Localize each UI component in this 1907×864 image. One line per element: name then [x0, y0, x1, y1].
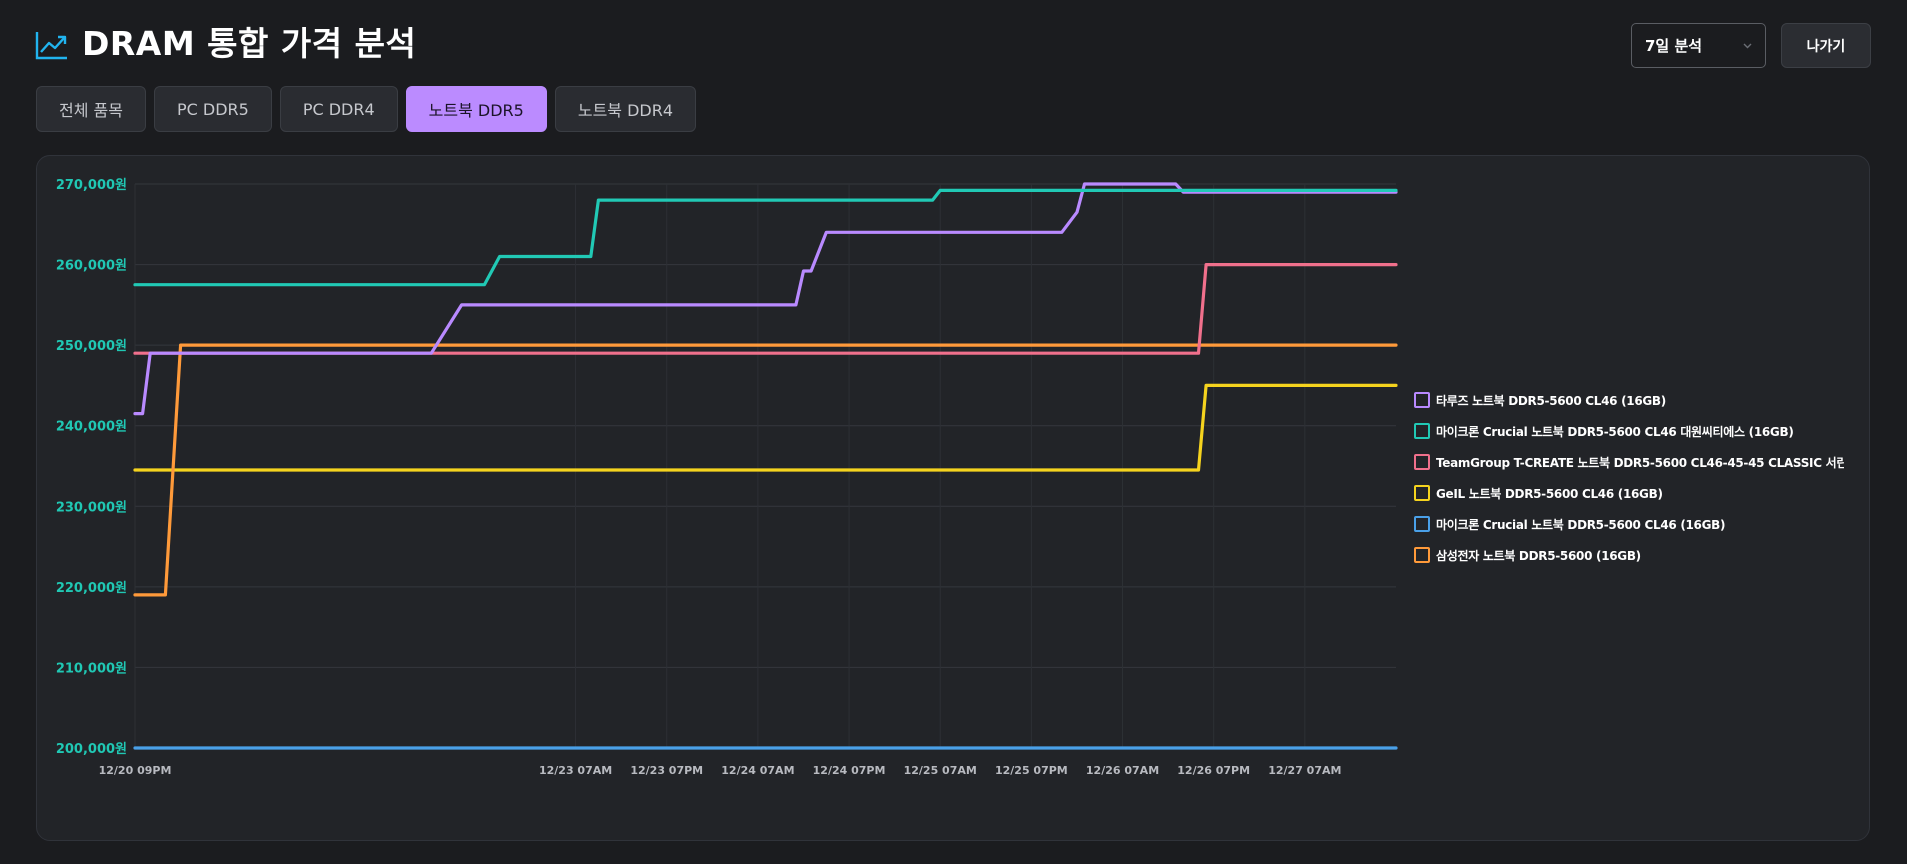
- series-line: [133, 343, 1398, 597]
- y-tick-label: 200,000원: [56, 742, 127, 757]
- tab-pc-ddr5[interactable]: PC DDR5: [153, 86, 272, 132]
- x-tick-label: 12/23 07PM: [630, 764, 703, 777]
- legend-item[interactable]: 마이크론 Crucial 노트북 DDR5-5600 CL46 (16GB): [1414, 515, 1844, 533]
- legend-label: 타루즈 노트북 DDR5-5600 CL46 (16GB): [1436, 393, 1666, 408]
- legend-item[interactable]: 타루즈 노트북 DDR5-5600 CL46 (16GB): [1414, 391, 1844, 409]
- y-tick-label: 240,000원: [56, 420, 127, 435]
- legend-label: GeIL 노트북 DDR5-5600 CL46 (16GB): [1436, 486, 1663, 501]
- y-tick-label: 270,000원: [56, 178, 127, 193]
- y-tick-label: 220,000원: [56, 581, 127, 596]
- x-tick-label: 12/25 07AM: [904, 764, 977, 777]
- legend-label: 마이크론 Crucial 노트북 DDR5-5600 CL46 (16GB): [1436, 517, 1726, 532]
- series-line: [133, 182, 1398, 416]
- period-select[interactable]: 7일 분석: [1631, 23, 1766, 68]
- chevron-down-icon: [1743, 43, 1752, 49]
- legend-label: 마이크론 Crucial 노트북 DDR5-5600 CL46 대원씨티에스 (…: [1436, 424, 1794, 439]
- tab-notebook-ddr5[interactable]: 노트북 DDR5: [405, 86, 547, 132]
- legend-swatch: [1414, 454, 1430, 470]
- category-tabs: 전체 품목 PC DDR5 PC DDR4 노트북 DDR5 노트북 DDR4: [36, 86, 697, 132]
- legend-item[interactable]: 마이크론 Crucial 노트북 DDR5-5600 CL46 대원씨티에스 (…: [1414, 422, 1844, 440]
- x-tick-label: 12/23 07AM: [539, 764, 612, 777]
- y-tick-label: 260,000원: [56, 259, 127, 274]
- x-tick-label: 12/25 07PM: [995, 764, 1068, 777]
- x-tick-label: 12/20 09PM: [99, 764, 172, 777]
- legend-item[interactable]: GeIL 노트북 DDR5-5600 CL46 (16GB): [1414, 484, 1844, 502]
- chart-legend: 타루즈 노트북 DDR5-5600 CL46 (16GB) 마이크론 Crucia…: [1414, 391, 1844, 564]
- trending-up-icon: [35, 32, 67, 60]
- y-tick-label: 210,000원: [56, 661, 127, 676]
- tab-all-items[interactable]: 전체 품목: [36, 86, 146, 132]
- legend-swatch: [1414, 423, 1430, 439]
- series-line: [133, 383, 1398, 472]
- tab-notebook-ddr4[interactable]: 노트북 DDR4: [554, 86, 697, 132]
- legend-swatch: [1414, 392, 1430, 408]
- page-title: DRAM 통합 가격 분석: [82, 24, 417, 63]
- legend-label: TeamGroup T-CREATE 노트북 DDR5-5600 CL46-45…: [1436, 455, 1844, 470]
- period-select-label: 7일 분석: [1645, 37, 1703, 55]
- x-tick-label: 12/26 07PM: [1177, 764, 1250, 777]
- chart-panel: [36, 155, 1870, 841]
- legend-label: 삼성전자 노트북 DDR5-5600 (16GB): [1436, 548, 1641, 563]
- y-tick-label: 230,000원: [56, 500, 127, 515]
- legend-swatch: [1414, 516, 1430, 532]
- series-line: [133, 263, 1398, 355]
- y-tick-label: 250,000원: [56, 339, 127, 354]
- legend-swatch: [1414, 547, 1430, 563]
- series-line: [133, 188, 1398, 287]
- legend-item[interactable]: TeamGroup T-CREATE 노트북 DDR5-5600 CL46-45…: [1414, 453, 1844, 471]
- x-tick-label: 12/27 07AM: [1268, 764, 1341, 777]
- x-tick-label: 12/24 07AM: [721, 764, 794, 777]
- tab-pc-ddr4[interactable]: PC DDR4: [279, 86, 398, 132]
- exit-button[interactable]: 나가기: [1781, 23, 1871, 68]
- legend-item[interactable]: 삼성전자 노트북 DDR5-5600 (16GB): [1414, 546, 1844, 564]
- x-tick-label: 12/24 07PM: [813, 764, 886, 777]
- legend-swatch: [1414, 485, 1430, 501]
- x-tick-label: 12/26 07AM: [1086, 764, 1159, 777]
